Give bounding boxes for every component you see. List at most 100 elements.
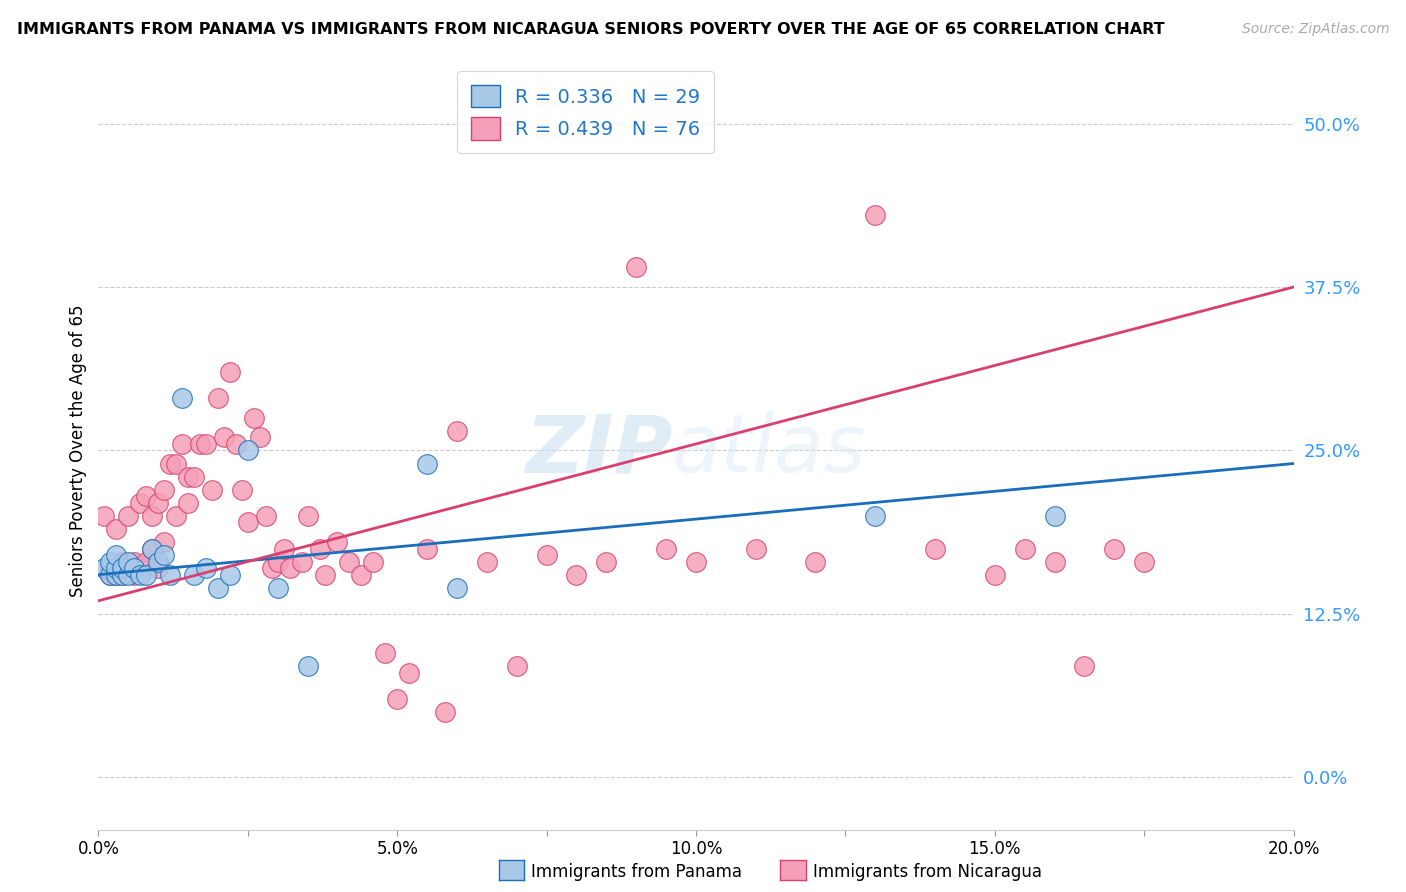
Point: [195, 561, 218, 575]
Point: [195, 437, 218, 451]
Point: [98, 567, 122, 582]
Text: Immigrants from Panama: Immigrants from Panama: [531, 863, 742, 881]
Point: [148, 561, 170, 575]
Point: [201, 483, 224, 497]
Point: [1014, 541, 1036, 556]
Point: [111, 555, 134, 569]
Point: [865, 508, 887, 523]
Point: [98, 555, 122, 569]
Point: [165, 508, 187, 523]
Point: [129, 496, 152, 510]
Text: atlas: atlas: [672, 411, 868, 490]
Point: [363, 555, 385, 569]
Point: [446, 581, 468, 595]
Y-axis label: Seniors Poverty Over the Age of 65: Seniors Poverty Over the Age of 65: [69, 304, 87, 597]
Text: Source: ZipAtlas.com: Source: ZipAtlas.com: [1241, 22, 1389, 37]
Point: [105, 567, 128, 582]
Point: [124, 561, 146, 575]
Point: [183, 567, 205, 582]
Text: Immigrants from Nicaragua: Immigrants from Nicaragua: [813, 863, 1042, 881]
Point: [315, 567, 337, 582]
Point: [446, 424, 468, 438]
Legend: R = 0.336   N = 29, R = 0.439   N = 76: R = 0.336 N = 29, R = 0.439 N = 76: [457, 71, 714, 153]
Point: [626, 260, 648, 275]
Point: [148, 555, 170, 569]
Point: [385, 691, 409, 706]
Point: [105, 567, 128, 582]
Point: [135, 567, 157, 582]
Point: [308, 541, 330, 556]
Point: [267, 555, 290, 569]
Point: [153, 548, 176, 562]
Point: [1043, 555, 1066, 569]
Point: [536, 548, 558, 562]
Point: [105, 561, 128, 575]
Point: [188, 437, 211, 451]
Point: [506, 659, 529, 673]
Point: [159, 457, 181, 471]
Point: [254, 508, 277, 523]
Point: [565, 567, 588, 582]
Point: [260, 561, 283, 575]
Point: [984, 567, 1007, 582]
Point: [141, 508, 163, 523]
Point: [249, 430, 271, 444]
Point: [117, 555, 139, 569]
Point: [117, 567, 139, 582]
Point: [135, 489, 157, 503]
Text: IMMIGRANTS FROM PANAMA VS IMMIGRANTS FROM NICARAGUA SENIORS POVERTY OVER THE AGE: IMMIGRANTS FROM PANAMA VS IMMIGRANTS FRO…: [17, 22, 1164, 37]
Point: [111, 561, 134, 575]
Point: [745, 541, 768, 556]
Point: [804, 555, 827, 569]
Point: [236, 443, 259, 458]
Point: [135, 555, 157, 569]
Point: [98, 561, 122, 575]
Point: [111, 567, 134, 582]
Point: [219, 365, 242, 379]
Point: [98, 567, 122, 582]
Point: [153, 483, 176, 497]
Point: [350, 567, 373, 582]
Point: [225, 437, 247, 451]
Point: [1073, 659, 1095, 673]
Point: [434, 705, 457, 719]
Point: [212, 430, 235, 444]
Point: [924, 541, 946, 556]
Point: [183, 469, 205, 483]
Point: [124, 555, 146, 569]
Point: [172, 437, 194, 451]
Point: [326, 535, 349, 549]
Point: [207, 391, 229, 405]
Point: [291, 555, 314, 569]
Point: [129, 567, 152, 582]
Point: [159, 567, 181, 582]
Point: [1104, 541, 1126, 556]
Point: [117, 508, 139, 523]
Point: [416, 541, 439, 556]
Point: [105, 548, 128, 562]
Point: [278, 561, 301, 575]
Point: [297, 659, 319, 673]
Point: [117, 561, 139, 575]
Point: [1043, 508, 1066, 523]
Point: [231, 483, 253, 497]
Point: [398, 665, 420, 680]
Point: [207, 581, 229, 595]
Text: ZIP: ZIP: [524, 411, 672, 490]
Point: [124, 567, 146, 582]
Point: [141, 541, 163, 556]
Point: [93, 508, 115, 523]
Point: [655, 541, 678, 556]
Point: [865, 208, 887, 222]
Point: [177, 496, 200, 510]
Point: [141, 541, 163, 556]
Point: [111, 567, 134, 582]
Point: [475, 555, 498, 569]
Point: [273, 541, 295, 556]
Point: [374, 646, 396, 660]
Point: [219, 567, 242, 582]
Point: [165, 457, 187, 471]
Point: [105, 522, 128, 536]
Point: [236, 516, 259, 530]
Point: [339, 555, 361, 569]
